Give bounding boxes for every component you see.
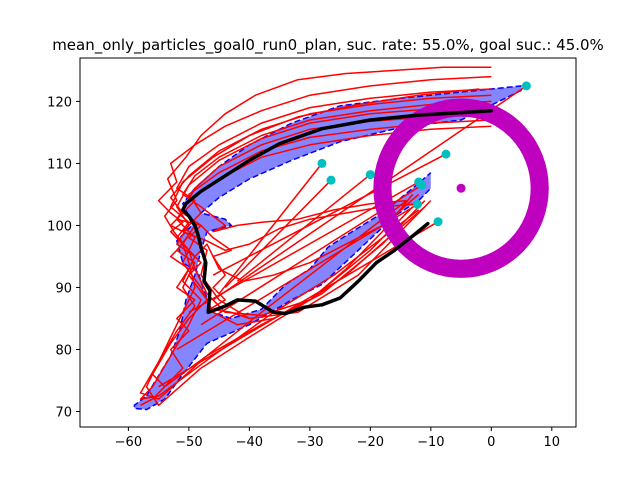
x-tick-label: −40 (236, 435, 263, 450)
particle-spoke-1 (218, 162, 323, 295)
x-tick-label: −10 (417, 435, 444, 450)
y-tick-label: 80 (55, 343, 72, 358)
goal-point-1 (441, 149, 451, 159)
x-axis: −60 −50 −40 −30 −20 −10 0 10 (115, 427, 560, 450)
goal-point-2 (317, 158, 327, 168)
x-tick-label: −30 (296, 435, 323, 450)
band-upper-edge (175, 85, 522, 320)
goal-point-8 (433, 217, 443, 227)
y-axis: 70 80 90 100 110 120 (47, 95, 80, 420)
particle-trajectory-6 (151, 113, 492, 388)
goal-point-3 (326, 175, 336, 185)
plot-frame (79, 57, 577, 428)
goal-point-7 (413, 199, 423, 209)
x-tick-label: −50 (175, 435, 202, 450)
goal-point-4 (365, 170, 375, 180)
y-tick-label: 100 (47, 219, 72, 234)
particle-spoke-6 (176, 203, 418, 351)
goal-point-6 (417, 180, 427, 190)
particle-trajectory-11 (140, 231, 196, 406)
x-tick-label: 0 (487, 435, 495, 450)
mean-path (181, 108, 494, 316)
particle-trajectory-5 (176, 106, 492, 283)
particle-trajectory-9 (139, 88, 480, 400)
y-tick-label: 110 (47, 157, 72, 172)
particle-trajectory-0 (163, 66, 492, 317)
particle-spoke-7 (158, 221, 439, 388)
x-tick-label: 10 (544, 435, 561, 450)
goal-ring (373, 98, 549, 278)
chart-title: mean_only_particles_goal0_run0_plan, suc… (52, 36, 604, 55)
particle-spoke-8 (212, 153, 447, 276)
particle-trajectory-7 (182, 119, 492, 252)
x-tick-label: −60 (115, 435, 142, 450)
y-tick-label: 90 (55, 281, 72, 296)
x-tick-label: −20 (357, 435, 384, 450)
plot-area (133, 66, 549, 411)
goal-center-marker (456, 183, 466, 193)
y-tick-label: 70 (55, 405, 72, 420)
goal-point-0 (521, 81, 531, 91)
particle-spoke-2 (224, 179, 332, 289)
y-tick-label: 120 (47, 95, 72, 110)
particle-trajectory-4 (182, 100, 492, 233)
